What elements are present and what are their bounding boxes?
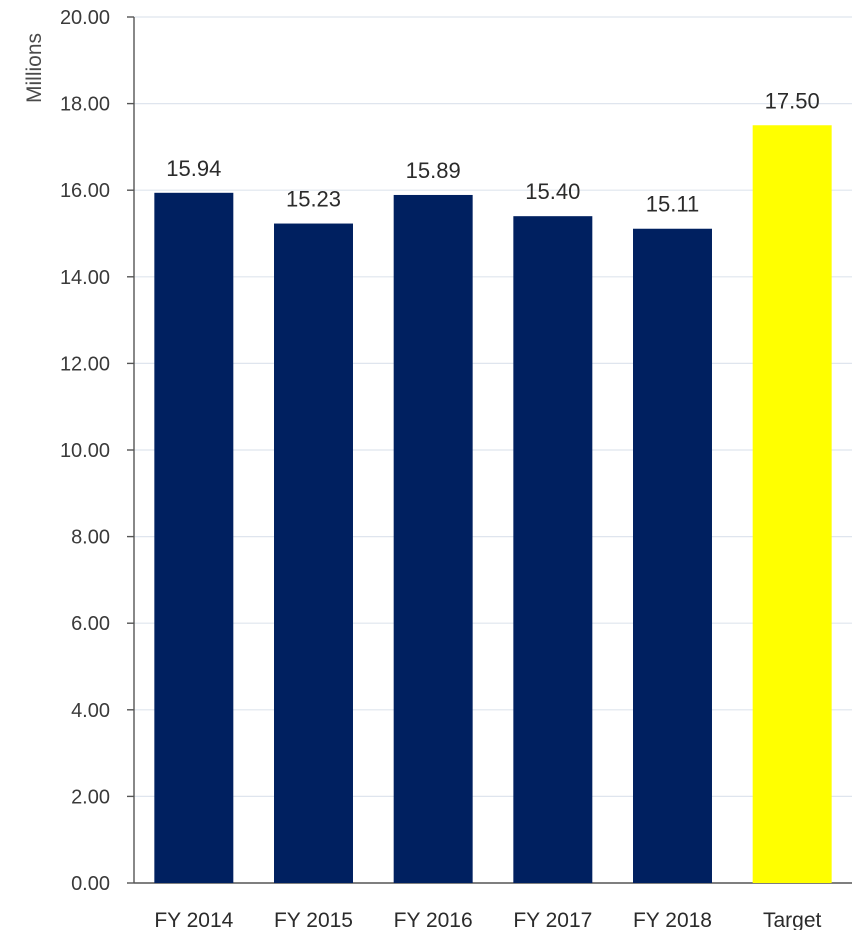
bar xyxy=(633,228,712,883)
x-tick-label: FY 2015 xyxy=(274,909,353,930)
gridlines xyxy=(134,16,852,798)
data-label: 15.11 xyxy=(646,192,699,217)
y-axis-title: Millions xyxy=(23,33,46,103)
y-tick-label: 12.00 xyxy=(60,353,110,375)
bar xyxy=(154,192,234,884)
y-tick-label: 8.00 xyxy=(71,527,110,549)
bar xyxy=(274,223,353,883)
x-tick-label: FY 2017 xyxy=(513,909,592,930)
bar xyxy=(513,216,593,883)
bars xyxy=(154,125,832,884)
x-tick-label: FY 2016 xyxy=(394,909,473,930)
data-label: 15.40 xyxy=(525,179,580,204)
x-tick-label: Target xyxy=(763,909,822,930)
y-tick-label: 6.00 xyxy=(71,613,110,635)
y-tick-label: 10.00 xyxy=(60,440,110,462)
y-tick-label: 18.00 xyxy=(60,94,110,116)
axes: 0.00 2.00 4.00 6.00 8.00 10.00 12.00 14.00 16.00… xyxy=(60,7,852,895)
data-label: 17.50 xyxy=(765,88,820,113)
x-tick-label: FY 2014 xyxy=(154,909,233,930)
y-tick-label: 14.00 xyxy=(60,267,110,289)
bar xyxy=(752,125,832,883)
y-tick-label: 0.00 xyxy=(71,873,110,895)
y-tick-label: 4.00 xyxy=(71,700,110,722)
bar xyxy=(393,194,473,883)
y-tick-label: 16.00 xyxy=(60,180,110,202)
data-label: 15.89 xyxy=(406,158,461,183)
y-tick-label: 20.00 xyxy=(60,7,110,29)
data-label: 15.23 xyxy=(286,187,341,212)
labels: 15.94 FY 2014 15.23 FY 2015 15.89 FY 2016 15.4… xyxy=(154,88,821,930)
x-tick-label: FY 2018 xyxy=(633,909,712,930)
data-label: 15.94 xyxy=(166,156,221,181)
y-tick-label: 2.00 xyxy=(71,786,110,808)
